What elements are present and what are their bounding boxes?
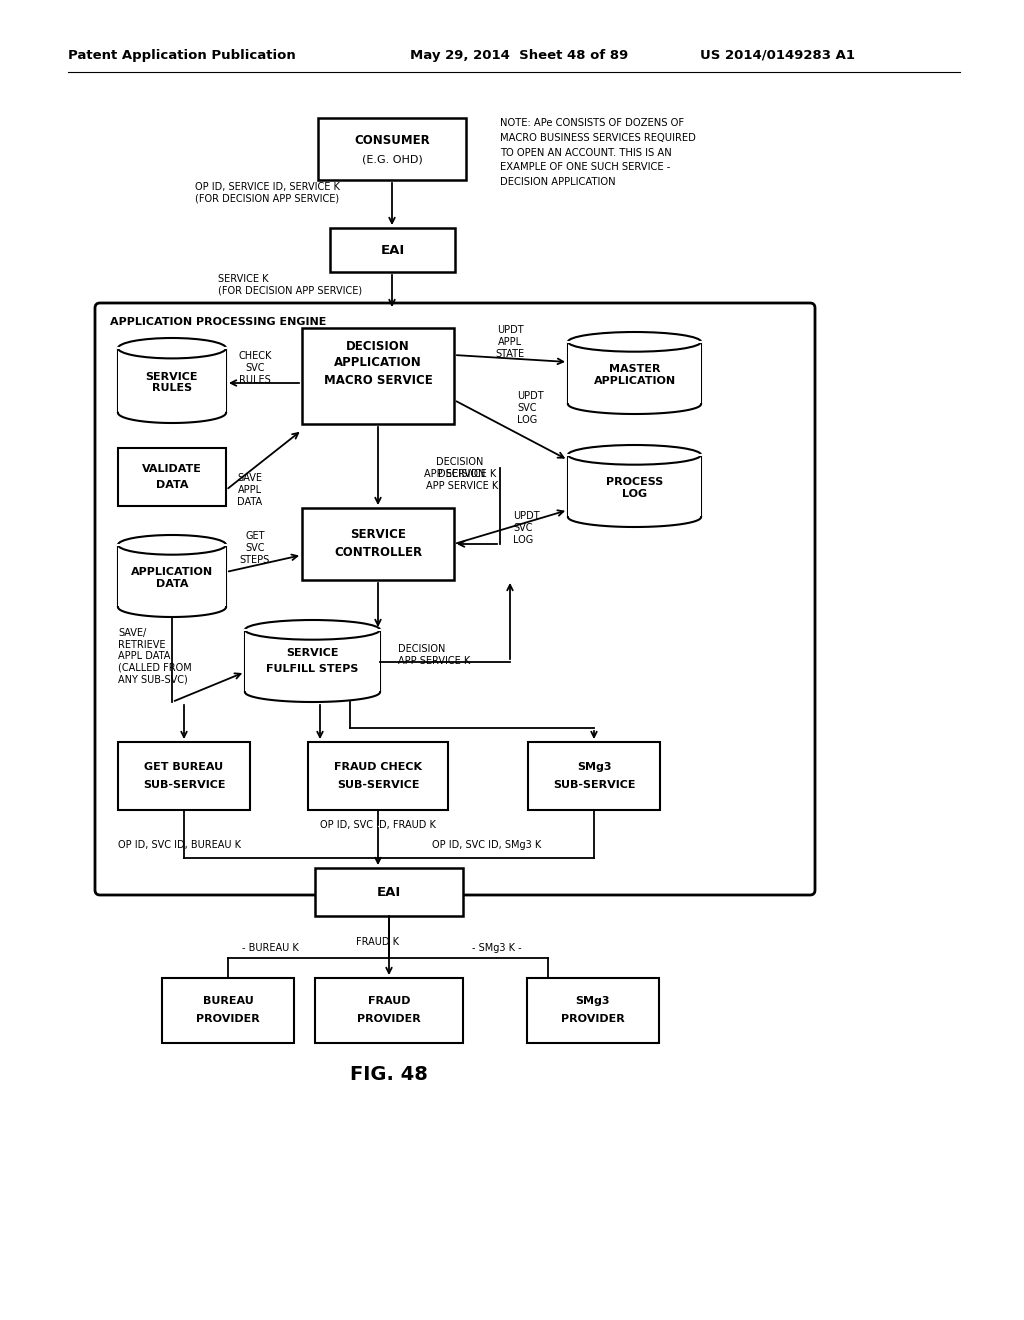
- Text: May 29, 2014  Sheet 48 of 89: May 29, 2014 Sheet 48 of 89: [410, 49, 629, 62]
- Text: DECISION: DECISION: [346, 339, 410, 352]
- Text: DATA: DATA: [156, 480, 188, 490]
- Bar: [118, 348, 226, 413]
- Text: GET BUREAU: GET BUREAU: [144, 762, 223, 772]
- Bar: [118, 447, 226, 506]
- Text: Patent Application Publication: Patent Application Publication: [68, 49, 296, 62]
- Text: SUB-SERVICE: SUB-SERVICE: [142, 780, 225, 789]
- Ellipse shape: [568, 333, 701, 351]
- Text: OP ID, SVC ID, SMg3 K: OP ID, SVC ID, SMg3 K: [432, 840, 542, 850]
- Ellipse shape: [118, 535, 226, 554]
- Text: (E.G. OHD): (E.G. OHD): [361, 154, 422, 164]
- Ellipse shape: [118, 338, 226, 359]
- Text: UPDT
SVC
LOG: UPDT SVC LOG: [513, 511, 540, 545]
- Text: GET
SVC
STEPS: GET SVC STEPS: [240, 532, 270, 565]
- Text: APPLICATION PROCESSING ENGINE: APPLICATION PROCESSING ENGINE: [110, 317, 327, 327]
- Text: MASTER
APPLICATION: MASTER APPLICATION: [594, 364, 676, 385]
- Text: PROVIDER: PROVIDER: [197, 1015, 260, 1024]
- Text: SERVICE: SERVICE: [350, 528, 406, 541]
- Text: CONSUMER: CONSUMER: [354, 133, 430, 147]
- Bar: [568, 342, 701, 404]
- Text: SERVICE
RULES: SERVICE RULES: [145, 372, 199, 393]
- Text: DECISION
APP SERVICE K: DECISION APP SERVICE K: [424, 457, 496, 479]
- Text: VALIDATE: VALIDATE: [142, 465, 202, 474]
- Text: SUB-SERVICE: SUB-SERVICE: [337, 780, 419, 789]
- Text: - SMg3 K -: - SMg3 K -: [472, 942, 521, 953]
- Text: SMg3: SMg3: [577, 762, 611, 772]
- Text: NOTE: APe CONSISTS OF DOZENS OF
MACRO BUSINESS SERVICES REQUIRED
TO OPEN AN ACCO: NOTE: APe CONSISTS OF DOZENS OF MACRO BU…: [500, 117, 696, 187]
- Text: MACRO SERVICE: MACRO SERVICE: [324, 374, 432, 387]
- Bar: [302, 327, 454, 424]
- Bar: [568, 455, 701, 517]
- Ellipse shape: [568, 445, 701, 465]
- Text: SMg3: SMg3: [575, 997, 610, 1006]
- Text: DECISION
APP SERVICE K: DECISION APP SERVICE K: [398, 644, 470, 665]
- Text: FULFILL STEPS: FULFILL STEPS: [266, 664, 358, 675]
- Text: FRAUD CHECK: FRAUD CHECK: [334, 762, 422, 772]
- Text: EAI: EAI: [377, 886, 401, 899]
- Bar: [118, 742, 250, 810]
- Bar: [528, 742, 660, 810]
- Ellipse shape: [118, 403, 226, 422]
- Text: SAVE
APPL
DATA: SAVE APPL DATA: [238, 474, 262, 507]
- Text: OP ID, SVC ID, FRAUD K: OP ID, SVC ID, FRAUD K: [321, 820, 436, 830]
- Text: - BUREAU K: - BUREAU K: [242, 942, 299, 953]
- Text: SERVICE K
(FOR DECISION APP SERVICE): SERVICE K (FOR DECISION APP SERVICE): [218, 275, 362, 296]
- Bar: [245, 630, 380, 692]
- Text: SERVICE: SERVICE: [287, 648, 339, 657]
- Bar: [315, 869, 463, 916]
- Text: SUB-SERVICE: SUB-SERVICE: [553, 780, 635, 789]
- FancyBboxPatch shape: [95, 304, 815, 895]
- Bar: [318, 117, 466, 180]
- Bar: [308, 742, 449, 810]
- Text: CONTROLLER: CONTROLLER: [334, 546, 422, 560]
- Text: FRAUD K: FRAUD K: [356, 937, 399, 946]
- Ellipse shape: [245, 620, 380, 640]
- Text: UPDT
SVC
LOG: UPDT SVC LOG: [517, 392, 544, 425]
- Text: DECISION
APP SERVICE K: DECISION APP SERVICE K: [426, 469, 498, 491]
- Text: CHECK
SVC
RULES: CHECK SVC RULES: [239, 351, 271, 384]
- Text: OP ID, SERVICE ID, SERVICE K
(FOR DECISION APP SERVICE): OP ID, SERVICE ID, SERVICE K (FOR DECISI…: [195, 182, 340, 203]
- Bar: [162, 978, 294, 1043]
- Ellipse shape: [568, 507, 701, 527]
- Text: PROVIDER: PROVIDER: [357, 1015, 421, 1024]
- Ellipse shape: [245, 682, 380, 702]
- Text: APPLICATION
DATA: APPLICATION DATA: [131, 568, 213, 589]
- Bar: [118, 545, 226, 607]
- Bar: [330, 228, 455, 272]
- Text: US 2014/0149283 A1: US 2014/0149283 A1: [700, 49, 855, 62]
- Text: SAVE/
RETRIEVE
APPL DATA
(CALLED FROM
ANY SUB-SVC): SAVE/ RETRIEVE APPL DATA (CALLED FROM AN…: [118, 628, 191, 684]
- Text: UPDT
APPL
STATE: UPDT APPL STATE: [496, 326, 524, 359]
- Text: FRAUD: FRAUD: [368, 997, 411, 1006]
- Text: EAI: EAI: [380, 243, 404, 256]
- Text: FIG. 48: FIG. 48: [350, 1065, 428, 1085]
- Text: PROCESS
LOG: PROCESS LOG: [606, 478, 664, 499]
- Ellipse shape: [568, 395, 701, 414]
- Bar: [315, 978, 463, 1043]
- Text: APPLICATION: APPLICATION: [334, 356, 422, 370]
- Bar: [302, 508, 454, 579]
- Ellipse shape: [118, 598, 226, 616]
- Bar: [527, 978, 659, 1043]
- Text: BUREAU: BUREAU: [203, 997, 253, 1006]
- Text: OP ID, SVC ID, BUREAU K: OP ID, SVC ID, BUREAU K: [118, 840, 241, 850]
- Text: PROVIDER: PROVIDER: [561, 1015, 625, 1024]
